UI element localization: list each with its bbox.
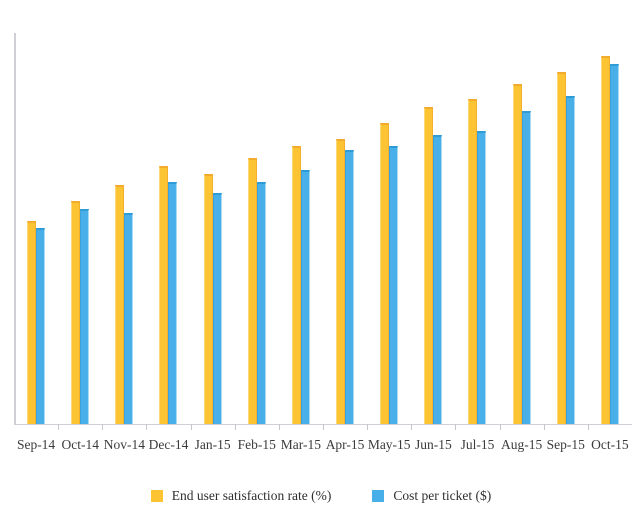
bar-group-Jul-15 <box>455 33 499 424</box>
x-axis-label-Jul-15: Jul-15 <box>460 437 495 452</box>
x-axis-label-Jan-15: Jan-15 <box>194 437 231 452</box>
x-axis-label-Sep-15: Sep-15 <box>546 437 585 452</box>
satisfaction-bar-Jan-15 <box>203 174 213 424</box>
bar-group-Sep-15 <box>544 33 588 424</box>
satisfaction-bar-May-15 <box>380 123 390 424</box>
bar-group-Jan-15 <box>191 33 235 424</box>
bar-group-Mar-15 <box>279 33 323 424</box>
x-axis-tick <box>500 424 501 430</box>
x-axis-label-Oct-14: Oct-14 <box>61 437 99 452</box>
cost-bar-Aug-15 <box>521 111 531 424</box>
bar-group-Jun-15 <box>411 33 455 424</box>
cost-bar-Oct-14 <box>80 209 90 424</box>
x-axis-tick <box>58 424 59 430</box>
satisfaction-bar-Nov-14 <box>115 185 125 424</box>
legend-label: Cost per ticket ($) <box>393 488 492 503</box>
x-axis-label-Mar-15: Mar-15 <box>280 437 322 452</box>
x-axis-tick <box>367 424 368 430</box>
bar-group-May-15 <box>367 33 411 424</box>
x-axis-tick <box>191 424 192 430</box>
x-axis-tick <box>411 424 412 430</box>
bar-group-Oct-15 <box>588 33 632 424</box>
x-axis-tick <box>146 424 147 430</box>
x-axis-tick <box>455 424 456 430</box>
cost-bar-Jan-15 <box>212 193 222 424</box>
plot-area <box>14 33 632 424</box>
x-axis-label-Feb-15: Feb-15 <box>237 437 276 452</box>
x-axis-tick <box>279 424 280 430</box>
satisfaction-bar-Dec-14 <box>159 166 169 424</box>
satisfaction-swatch-icon <box>150 490 163 502</box>
cost-bar-Oct-15 <box>609 64 619 424</box>
x-axis-label-Oct-15: Oct-15 <box>591 437 629 452</box>
x-axis-label-Sep-14: Sep-14 <box>16 437 56 452</box>
legend-label: End user satisfaction rate (%) <box>171 488 332 503</box>
bar-group-Oct-14 <box>58 33 102 424</box>
cost-bar-May-15 <box>389 146 399 424</box>
cost-bar-Mar-15 <box>300 170 310 424</box>
x-axis-tick <box>544 424 545 430</box>
satisfaction-bar-Oct-15 <box>600 56 610 424</box>
legend-item-satisfaction[interactable]: End user satisfaction rate (%) <box>150 488 332 504</box>
cost-bar-Sep-15 <box>565 96 575 424</box>
satisfaction-bar-Sep-15 <box>556 72 566 424</box>
bar-group-Nov-14 <box>102 33 146 424</box>
cost-swatch-icon <box>372 490 385 502</box>
bar-group-Sep-14 <box>14 33 58 424</box>
satisfaction-bar-Sep-14 <box>27 221 37 424</box>
x-axis-tick <box>235 424 236 430</box>
legend-item-cost[interactable]: Cost per ticket ($) <box>372 488 491 504</box>
bar-group-Apr-15 <box>323 33 367 424</box>
cost-bar-Jul-15 <box>477 131 487 424</box>
x-axis-label-Nov-14: Nov-14 <box>103 437 145 452</box>
y-axis-line <box>14 33 16 424</box>
satisfaction-bar-Jul-15 <box>468 99 478 424</box>
cost-bar-Jun-15 <box>433 135 443 424</box>
x-axis-label-Apr-15: Apr-15 <box>325 437 365 452</box>
satisfaction-bar-Feb-15 <box>247 158 257 424</box>
x-axis-tick <box>102 424 103 430</box>
bar-group-Dec-14 <box>146 33 190 424</box>
cost-bar-Apr-15 <box>345 150 355 424</box>
x-axis-tick <box>323 424 324 430</box>
satisfaction-bar-Apr-15 <box>336 139 346 424</box>
cost-bar-Sep-14 <box>36 228 46 424</box>
x-axis-label-May-15: May-15 <box>367 437 411 452</box>
cost-bar-Dec-14 <box>168 182 178 424</box>
x-axis-labels: Sep-14 Oct-14 Nov-14 Dec-14 Jan-15 Feb-15 Mar-… <box>14 437 632 454</box>
x-axis-tick <box>588 424 589 430</box>
x-axis-label-Aug-15: Aug-15 <box>500 437 543 452</box>
chart-legend: End user satisfaction rate (%) Cost per … <box>0 486 642 506</box>
x-axis-label-Jun-15: Jun-15 <box>414 437 452 452</box>
bar-group-Aug-15 <box>500 33 544 424</box>
satisfaction-bar-Oct-14 <box>71 201 81 424</box>
satisfaction-bar-Aug-15 <box>512 84 522 424</box>
satisfaction-bar-Jun-15 <box>424 107 434 424</box>
cost-bar-Nov-14 <box>124 213 134 424</box>
x-axis-label-Dec-14: Dec-14 <box>148 437 189 452</box>
cost-bar-Feb-15 <box>256 182 266 424</box>
bar-group-Feb-15 <box>235 33 279 424</box>
satisfaction-bar-Mar-15 <box>291 146 301 424</box>
